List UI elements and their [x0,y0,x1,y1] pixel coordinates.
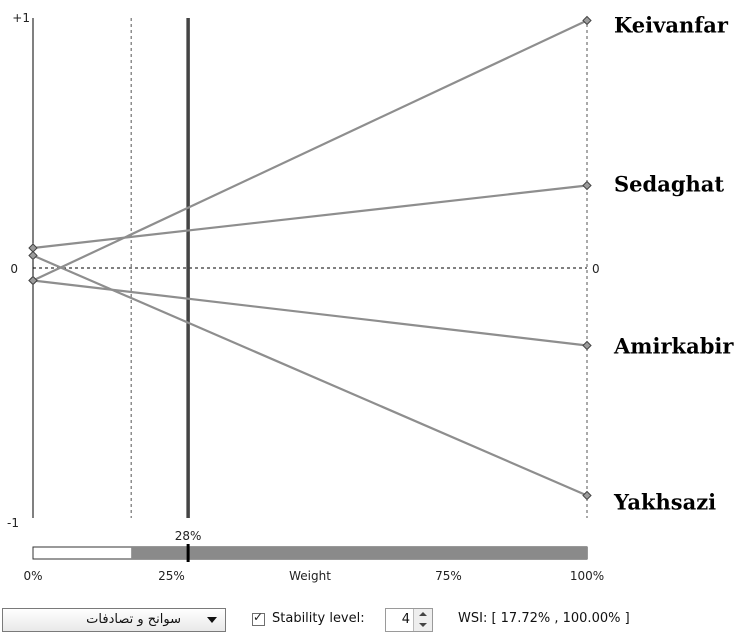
chevron-down-icon [207,617,217,623]
stable-range-fill [131,547,587,559]
x-tick-label-1: 25% [158,569,185,583]
stability-level-value: 4 [401,612,410,627]
chart-labels: +1 0 -1 0 Keivanfar Sedaghat Amirkabir Yakhsazi… [7,11,734,583]
x-tick-label-3: 100% [570,569,604,583]
criterion-selected-text: سوانح و تصادفات [86,612,181,627]
arrow-up-icon [419,612,427,616]
wsi-interval-text: WSI: [ 17.72% , 100.00% ] [458,611,630,626]
y-tick-label-top: +1 [12,11,30,25]
spin-down-button[interactable] [414,620,432,631]
chart-markers [28,15,592,501]
series-line-amirkabir [32,279,588,347]
y-tick-label-zero: 0 [10,262,18,276]
chart-svg: +1 0 -1 0 Keivanfar Sedaghat Amirkabir Yakhsazi… [7,11,734,583]
stability-checkbox[interactable]: ✓ [252,610,265,626]
right-zero-label: 0 [592,262,600,276]
series-marker-keivanfar-end [582,15,592,26]
x-tick-label-0: 0% [23,569,42,583]
series-label-sedaghat: Sedaghat [614,172,724,197]
current-weight-label: 28% [175,529,202,543]
series-marker-amirkabir-start [28,275,38,286]
series-marker-sedaghat-end [582,180,592,191]
stability-spinner [413,609,432,631]
chart-guides [32,18,588,518]
series-marker-yakhsazi-end [582,490,592,501]
chart-series [32,19,588,497]
x-axis-label: Weight [289,569,331,583]
bottom-toolbar: سوانح و تصادفات ✓ Stability level: 4 WSI… [0,600,740,636]
series-label-yakhsazi: Yakhsazi [613,490,716,515]
x-tick-label-2: 75% [435,569,462,583]
series-line-keivanfar [32,19,588,282]
checkmark-icon: ✓ [253,610,264,624]
series-marker-amirkabir-end [582,340,592,351]
series-line-sedaghat [32,184,588,250]
series-label-amirkabir: Amirkabir [613,334,734,359]
weight-slider[interactable] [32,544,588,562]
series-label-keivanfar: Keivanfar [614,13,729,38]
series-marker-yakhsazi-start [28,250,38,261]
weight-thumb[interactable] [186,544,190,562]
criterion-dropdown[interactable]: سوانح و تصادفات [2,608,226,632]
series-line-yakhsazi [32,254,588,497]
stability-level-label: Stability level: [272,611,365,626]
arrow-down-icon [419,623,427,627]
y-tick-label-bottom: -1 [7,516,19,530]
stability-level-input[interactable]: 4 [385,608,433,632]
